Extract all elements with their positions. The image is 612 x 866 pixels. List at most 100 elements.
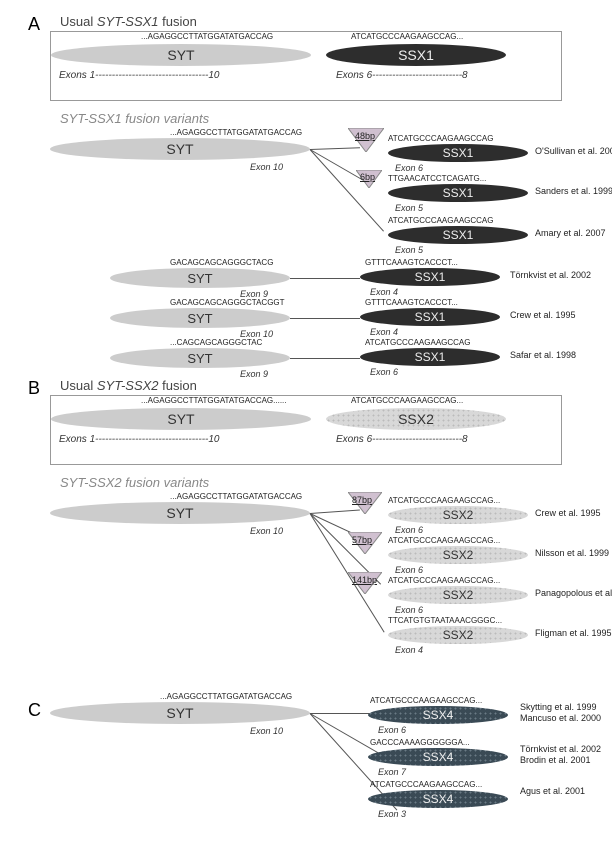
tri-label: 87bp — [352, 495, 372, 505]
ssx2-ellipse-usual-b: SSX2 — [326, 408, 506, 430]
syt-label: SYT — [166, 705, 193, 721]
oa-syt: SYT — [110, 348, 290, 368]
usual-seq-right-b: ATCATGCCCAAGAAGCCAG... — [351, 396, 463, 405]
ssx1-ellipse-usual-a: SSX1 — [326, 44, 506, 66]
oa-syt: SYT — [110, 268, 290, 288]
oa-ssx-exon: Exon 4 — [370, 287, 398, 297]
oa-ssx: SSX1 — [360, 268, 500, 286]
mv-syt-exon: Exon 10 — [250, 162, 283, 172]
pb-seq: TTCATGTGTAATAAACGGGC... — [388, 616, 502, 625]
pc-exon: Exon 3 — [378, 809, 406, 819]
connector — [290, 278, 360, 279]
variants-title-a: SYT-SSX1 fusion variants — [60, 111, 602, 126]
connector — [290, 358, 360, 359]
r3-seq: ATCATGCCCAAGAAGCCAG — [388, 216, 494, 225]
oa-syt: SYT — [110, 308, 290, 328]
mvc-syt-seq: ...AGAGGCCTTATGGATATGACCAG — [160, 692, 292, 701]
mvc-syt-exon: Exon 10 — [250, 726, 283, 736]
pc-seq: ATCATGCCCAAGAAGCCAG... — [370, 780, 482, 789]
r3-ref: Amary et al. 2007 — [535, 228, 606, 238]
r2-seq: TTGAACATCCTCAGATG... — [388, 174, 486, 183]
syt-label: SYT — [166, 505, 193, 521]
panel-a-usual-title: Usual Usual SYT-SSX1 fusionSYT-SSX1 fusi… — [60, 14, 602, 29]
pb-ssx: SSX2 — [388, 546, 528, 564]
pc-ssx: SSX4 — [368, 706, 508, 724]
oa-syt-seq: GACAGCAGCAGGGCTACG — [170, 258, 273, 267]
mvc-syt: SYT — [50, 702, 310, 724]
pb-ref: Crew et al. 1995 — [535, 508, 601, 518]
exon-range-right-b: Exons 6---------------------------8 — [336, 434, 468, 445]
pc-exon: Exon 7 — [378, 767, 406, 777]
pb-seq: ATCATGCCCAAGAAGCCAG... — [388, 536, 500, 545]
oa-ref: Safar et al. 1998 — [510, 350, 576, 360]
connector — [310, 713, 370, 714]
connector — [290, 318, 360, 319]
pb-ref: Panagopolous et al. 2001 — [535, 588, 612, 598]
oa-syt-seq: ...CAGCAGCAGGGCTAC — [170, 338, 262, 347]
pb-ref: Nilsson et al. 1999 — [535, 548, 609, 558]
pb-exon: Exon 6 — [395, 605, 423, 615]
mv-syt: SYT — [50, 138, 310, 160]
oa-ssx-seq: GTTTCAAAGTCACCCT... — [365, 258, 458, 267]
pb-ssx: SSX2 — [388, 586, 528, 604]
syt-label: SYT — [166, 141, 193, 157]
usual-seq-left-b: ...AGAGGCCTTATGGATATGACCAG...... — [141, 396, 287, 405]
panel-b: B Usual SYT-SSX2 fusion ...AGAGGCCTTATGG… — [10, 378, 602, 678]
variants-title-b: SYT-SSX2 fusion variants — [60, 475, 602, 490]
mvb-syt-exon: Exon 10 — [250, 526, 283, 536]
pb-ssx: SSX2 — [388, 626, 528, 644]
exon-range-right-a: Exons 6---------------------------8 — [336, 70, 468, 81]
oa-ssx-exon: Exon 6 — [370, 367, 398, 377]
tri-label-1: 48bp — [355, 131, 375, 141]
pc-ssx: SSX4 — [368, 748, 508, 766]
pc-exon: Exon 6 — [378, 725, 406, 735]
tri-label: 141bp — [352, 575, 377, 585]
ssx-label: SSX1 — [398, 47, 434, 63]
exon-range-left-a: Exons 1---------------------------------… — [59, 70, 219, 81]
usual-box-a: ...AGAGGCCTTATGGATATGACCAG ATCATGCCCAAGA… — [50, 31, 562, 101]
pc-ref: Brodin et al. 2001 — [520, 755, 591, 765]
pc-seq: ATCATGCCCAAGAAGCCAG... — [370, 696, 482, 705]
r2-ssx: SSX1 — [388, 184, 528, 202]
oa-ssx: SSX1 — [360, 348, 500, 366]
r3-ssx: SSX1 — [388, 226, 528, 244]
oa-ssx: SSX1 — [360, 308, 500, 326]
tri-label-2: 6bp — [360, 172, 375, 182]
oa-ssx-exon: Exon 4 — [370, 327, 398, 337]
usual-box-b: ...AGAGGCCTTATGGATATGACCAG...... ATCATGC… — [50, 395, 562, 465]
oa-ssx-seq: ATCATGCCCAAGAAGCCAG — [365, 338, 471, 347]
pb-exon: Exon 6 — [395, 565, 423, 575]
r3-exon: Exon 5 — [395, 245, 423, 255]
r1-exon: Exon 6 — [395, 163, 423, 173]
syt-ellipse-usual-a: SYT — [51, 44, 311, 66]
syt-ellipse-usual-b: SYT — [51, 408, 311, 430]
mv-syt-seq: ...AGAGGCCTTATGGATATGACCAG — [170, 128, 302, 137]
other-rows-a: GACAGCAGCAGGGCTACG SYT Exon 9 GTTTCAAAGT… — [50, 258, 602, 378]
mvb-syt-seq: ...AGAGGCCTTATGGATATGACCAG — [170, 492, 302, 501]
panel-c: C ...AGAGGCCTTATGGATATGACCAG SYT Exon 10… — [10, 692, 602, 842]
r1-seq: ATCATGCCCAAGAAGCCAG — [388, 134, 494, 143]
usual-seq-right: ATCATGCCCAAGAAGCCAG... — [351, 32, 463, 41]
pb-exon: Exon 6 — [395, 525, 423, 535]
usual-seq-left: ...AGAGGCCTTATGGATATGACCAG — [141, 32, 273, 41]
pc-seq: GACCCAAAAGGGGGGA... — [370, 738, 470, 747]
pb-ssx: SSX2 — [388, 506, 528, 524]
r2-ref: Sanders et al. 1999 — [535, 186, 612, 196]
ssx-label: SSX1 — [443, 228, 474, 242]
syt-label: SYT — [167, 411, 194, 427]
pb-seq: ATCATGCCCAAGAAGCCAG... — [388, 576, 500, 585]
ssx-label: SSX1 — [443, 146, 474, 160]
r2-exon: Exon 5 — [395, 203, 423, 213]
syt-label: SYT — [167, 47, 194, 63]
oa-syt-seq: GACAGCAGCAGGGCTACGGT — [170, 298, 285, 307]
oa-ssx-seq: GTTTCAAAGTCACCCT... — [365, 298, 458, 307]
r1-ref: O'Sullivan et al. 2002 — [535, 146, 612, 156]
oa-ref: Törnkvist et al. 2002 — [510, 270, 591, 280]
pc-ref: Mancuso et al. 2000 — [520, 713, 601, 723]
pc-ssx: SSX4 — [368, 790, 508, 808]
panel-a-label: A — [28, 14, 40, 35]
r1-ssx: SSX1 — [388, 144, 528, 162]
exon-range-left-b: Exons 1---------------------------------… — [59, 434, 219, 445]
ssx-label: SSX2 — [398, 411, 434, 427]
pb-seq: ATCATGCCCAAGAAGCCAG... — [388, 496, 500, 505]
